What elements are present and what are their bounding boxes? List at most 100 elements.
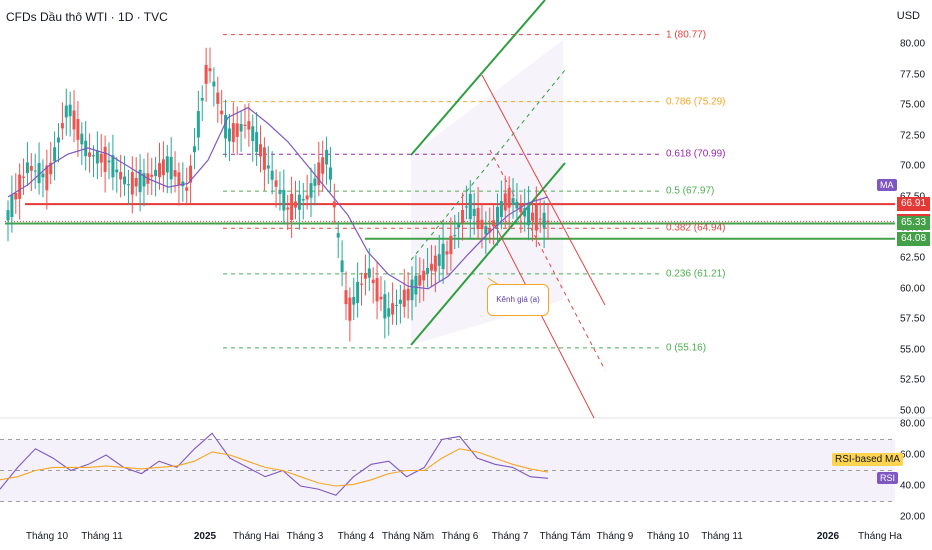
rsi-tick: 80.00 bbox=[900, 418, 926, 430]
candle-body bbox=[336, 233, 340, 238]
candle-body bbox=[37, 163, 41, 184]
candle-body bbox=[379, 296, 383, 300]
candle-body bbox=[325, 149, 329, 165]
candle-body bbox=[464, 206, 468, 208]
candle-body bbox=[445, 251, 449, 255]
candle-body bbox=[402, 289, 406, 307]
candle-body bbox=[352, 296, 356, 305]
x-tick: Tháng 11 bbox=[81, 531, 123, 542]
candle-body bbox=[204, 64, 208, 84]
candle-body bbox=[270, 170, 274, 180]
candle-body bbox=[360, 283, 364, 285]
candle-body bbox=[441, 243, 445, 270]
candle-body bbox=[72, 110, 76, 130]
candle-body bbox=[457, 224, 461, 228]
x-tick: Tháng Ha bbox=[858, 531, 902, 542]
candle-body bbox=[107, 160, 111, 163]
price-label: 66.91 bbox=[897, 197, 930, 212]
candle-body bbox=[344, 290, 348, 305]
candle-body bbox=[251, 126, 255, 142]
fib-label: 0.5 (67.97) bbox=[666, 185, 715, 197]
x-tick: 2025 bbox=[193, 531, 217, 542]
candle-body bbox=[515, 201, 519, 209]
candle-body bbox=[394, 304, 398, 306]
candle-body bbox=[161, 159, 165, 176]
candle-body bbox=[57, 137, 61, 143]
price-label: 64.08 bbox=[897, 231, 930, 246]
background-layer bbox=[0, 40, 932, 502]
candle-body bbox=[530, 212, 534, 221]
channel-mid bbox=[410, 69, 566, 261]
fib-label: 0.786 (75.29) bbox=[666, 96, 726, 108]
candle-body bbox=[111, 155, 115, 178]
candle-body bbox=[422, 270, 426, 281]
candle-body bbox=[278, 189, 282, 194]
candle-body bbox=[14, 193, 18, 200]
fib-label: 0.236 (61.21) bbox=[666, 268, 726, 280]
candle-body bbox=[429, 263, 433, 271]
x-tick: Tháng 4 bbox=[337, 531, 375, 542]
down-channel-lower bbox=[494, 224, 595, 419]
candle-body bbox=[538, 218, 542, 220]
candle-body bbox=[266, 165, 270, 169]
candle-body bbox=[262, 147, 266, 170]
candle-body bbox=[41, 173, 45, 178]
fib-label: 0.382 (64.94) bbox=[666, 222, 726, 234]
rsi-line bbox=[0, 432, 549, 496]
candle-body bbox=[282, 189, 286, 211]
candle-body bbox=[309, 183, 313, 198]
candle-body bbox=[255, 132, 259, 152]
candle-body bbox=[468, 193, 472, 220]
candle-body bbox=[437, 254, 441, 266]
candle-body bbox=[293, 201, 297, 208]
candle-body bbox=[142, 173, 146, 187]
candle-body bbox=[410, 279, 414, 301]
candle-body bbox=[317, 162, 321, 186]
candle-body bbox=[546, 220, 550, 223]
candle-body bbox=[480, 219, 484, 230]
candle-body bbox=[484, 226, 488, 235]
ma-line bbox=[7, 106, 549, 290]
candle-body bbox=[511, 198, 515, 205]
fib-label: 1 (80.77) bbox=[666, 29, 707, 41]
candle-body bbox=[80, 133, 84, 145]
candle-body bbox=[313, 178, 317, 186]
x-tick: Tháng 7 bbox=[491, 531, 529, 542]
candle-body bbox=[332, 201, 336, 208]
candle-body bbox=[499, 201, 503, 218]
candle-body bbox=[154, 169, 158, 177]
down-channel-upper bbox=[481, 74, 606, 306]
candle-body bbox=[196, 111, 200, 138]
candle-body bbox=[383, 294, 387, 319]
candle-body bbox=[220, 110, 224, 115]
ma-tag[interactable]: MA bbox=[877, 179, 897, 191]
candle-body bbox=[227, 128, 231, 142]
channel-annotation[interactable]: Kênh giá (a) bbox=[487, 284, 549, 316]
candle-body bbox=[115, 169, 119, 173]
rsi-ma-tag[interactable]: RSI-based MA bbox=[832, 453, 904, 466]
candle-body bbox=[119, 171, 123, 180]
candle-body bbox=[165, 156, 169, 173]
candle-body bbox=[29, 165, 33, 171]
candle-body bbox=[503, 193, 507, 211]
candle-body bbox=[348, 297, 352, 321]
rsi-tag[interactable]: RSI bbox=[877, 472, 899, 484]
candle-body bbox=[519, 205, 523, 213]
candle-body bbox=[76, 119, 80, 140]
candle-body bbox=[123, 176, 127, 185]
candle-body bbox=[239, 123, 243, 132]
price-tick: 77.50 bbox=[900, 69, 926, 81]
candle-body bbox=[461, 209, 465, 223]
candle-body bbox=[130, 172, 134, 195]
candle-body bbox=[88, 152, 92, 157]
x-tick: Tháng 10 bbox=[646, 531, 690, 542]
candle-body bbox=[356, 281, 360, 303]
candle-body bbox=[290, 193, 294, 220]
candle-body bbox=[472, 208, 476, 217]
candle-body bbox=[321, 157, 325, 174]
candle-body bbox=[367, 268, 371, 278]
price-tick: 70.00 bbox=[900, 160, 926, 172]
candle-body bbox=[476, 207, 480, 230]
x-tick: Tháng Năm bbox=[381, 531, 435, 542]
